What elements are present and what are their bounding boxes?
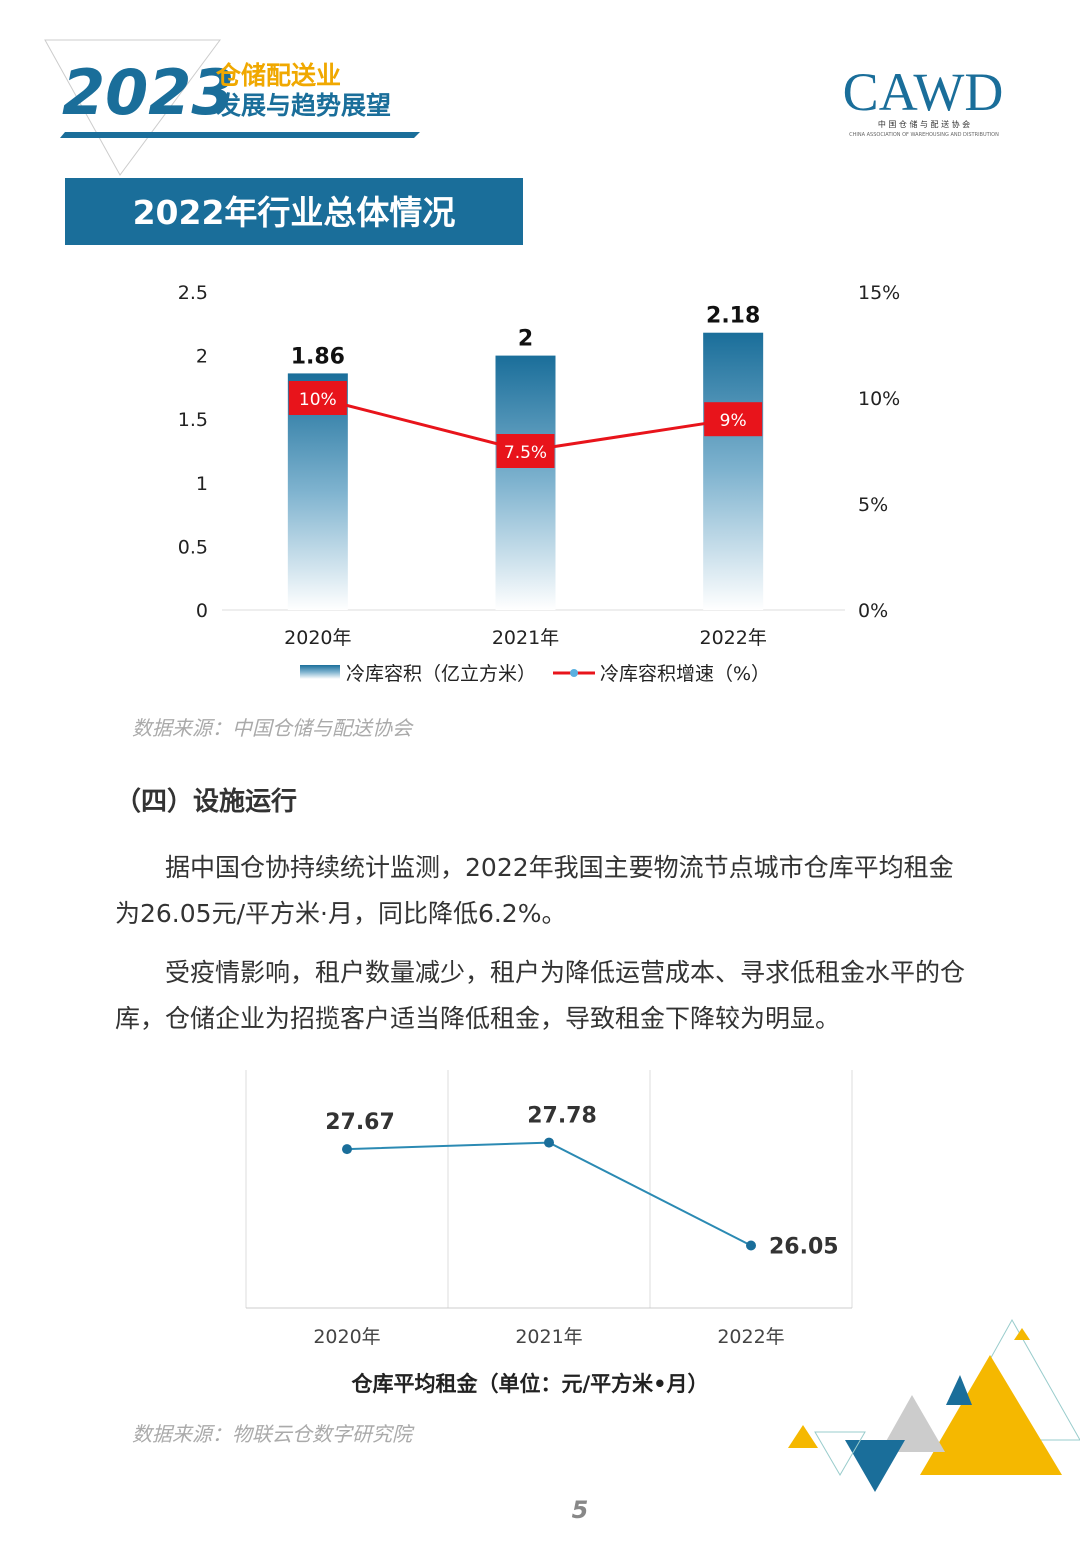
value-label: 27.67 — [325, 1110, 395, 1135]
bar — [495, 355, 556, 610]
deco — [44, 39, 221, 176]
legend-swatch — [300, 665, 340, 679]
value-label: 26.05 — [769, 1235, 839, 1260]
header-title: 发展与趋势展望 — [215, 91, 391, 120]
paragraph: 据中国仓协持续统计监测，2022年我国主要物流节点城市仓库平均租金为26.05元… — [115, 853, 954, 928]
x-tick-label: 2022年 — [699, 627, 766, 649]
logo: CAWD — [843, 62, 1004, 122]
rate-label: 10% — [299, 390, 337, 410]
point — [746, 1240, 756, 1251]
line — [346, 1141, 752, 1247]
y-tick-label: 1 — [196, 473, 208, 495]
x-tick-label: 2022年 — [717, 1326, 784, 1348]
bar-value-label: 2 — [518, 327, 533, 352]
header-title: 仓储配送业 — [215, 61, 341, 90]
bar-value-label: 2.18 — [706, 304, 760, 329]
logo-cn: 中 国 仓 储 与 配 送 协 会 — [878, 119, 970, 129]
source: 数据来源：物联云仓数字研究院 — [132, 1422, 412, 1446]
source: 数据来源：中国仓储与配送协会 — [132, 716, 412, 740]
value-label: 27.78 — [527, 1104, 597, 1129]
y-tick-label: 0.5 — [178, 536, 208, 558]
legend-label: 冷库容积（亿立方米） — [346, 663, 536, 685]
y2-tick-label: 15% — [858, 282, 900, 304]
rate-label: 9% — [720, 411, 747, 431]
legend-swatch — [570, 669, 578, 677]
y-tick-label: 2 — [196, 346, 208, 368]
bar-value-label: 1.86 — [291, 344, 345, 369]
rate-label-box — [496, 434, 555, 468]
paragraph: 受疫情影响，租户数量减少，租户为降低运营成本、寻求低租金水平的仓库，仓储企业为招… — [115, 958, 966, 1033]
x-tick-label: 2020年 — [313, 1326, 380, 1348]
chart-title: 仓库平均租金（单位：元/平方米•月） — [350, 1372, 708, 1396]
x-tick-label: 2020年 — [284, 627, 351, 649]
y2-tick-label: 10% — [858, 388, 900, 410]
point — [342, 1144, 352, 1155]
y-tick-label: 0 — [196, 600, 208, 622]
x-tick-label: 2021年 — [515, 1326, 582, 1348]
logo-en: CHINA ASSOCIATION OF WAREHOUSING AND DIS… — [849, 132, 999, 138]
y-tick-label: 2.5 — [178, 282, 208, 304]
deco — [60, 132, 420, 138]
page-number: 5 — [572, 1496, 589, 1524]
deco — [788, 1318, 1080, 1492]
legend-label: 冷库容积增速（%） — [600, 663, 770, 685]
rate-label-box — [288, 381, 347, 415]
y-tick-label: 1.5 — [178, 409, 208, 431]
y2-tick-label: 5% — [858, 494, 888, 516]
header-year: 2023 — [62, 56, 235, 129]
section-banner — [65, 178, 523, 245]
point — [544, 1137, 554, 1148]
subsection-title: （四）设施运行 — [115, 786, 297, 817]
x-tick-label: 2021年 — [492, 627, 559, 649]
bar — [703, 332, 764, 610]
rate-label: 7.5% — [504, 443, 547, 463]
y2-tick-label: 0% — [858, 600, 888, 622]
section-title: 2022年行业总体情况 — [133, 193, 456, 232]
rate-label-box — [704, 402, 763, 437]
